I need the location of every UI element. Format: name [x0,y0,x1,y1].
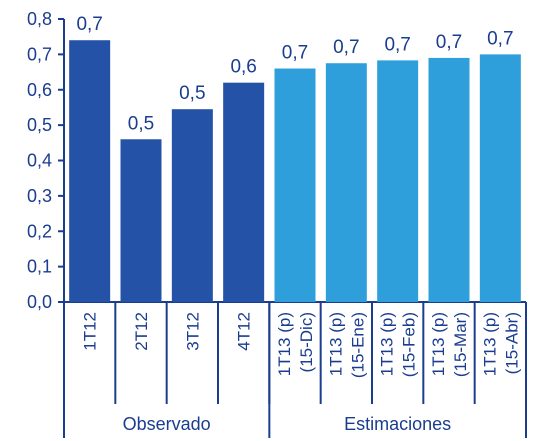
category-label: 3T12 [183,312,202,351]
y-tick-label: 0,8 [27,9,52,29]
bar [274,68,316,303]
y-axis: 0,0 0,1 0,2 0,3 0,4 0,5 0,6 0,7 0,8 [27,9,526,312]
category-label: 1T12 [81,312,100,351]
category-label: (15-Mar) [451,312,470,377]
category-label: 1T13 (p) [429,312,448,376]
y-tick-label: 0,5 [27,115,52,135]
data-label: 0,5 [179,83,205,104]
y-tick-label: 0,3 [27,186,52,206]
group-labels: Observado Estimaciones [63,302,527,438]
y-tick-label: 0,1 [27,257,52,277]
bar [223,82,265,302]
y-tick-label: 0,4 [27,151,52,171]
category-labels: 1T12 2T12 3T12 4T12 1T13 (p) (15-Dic) 1T13 (p)… [81,302,521,404]
bar [171,109,213,302]
category-label: 4T12 [235,312,254,351]
data-label: 0,7 [333,37,359,58]
data-labels: 0,7 0,5 0,5 0,6 0,7 0,7 0,7 0,7 0,7 [76,14,513,134]
category-label: 2T12 [132,312,151,351]
bar [428,57,470,302]
bar [325,63,367,302]
bar [69,40,111,302]
bars [69,40,521,303]
bar [120,139,162,302]
category-label: 1T13 (p) [275,312,294,376]
bar [479,54,521,302]
data-label: 0,7 [436,32,462,53]
data-label: 0,6 [230,57,256,78]
y-tick-label: 0,7 [27,44,52,64]
data-label: 0,7 [76,14,102,35]
category-label: 1T13 (p) [378,312,397,376]
y-tick-label: 0,2 [27,221,52,241]
data-label: 0,7 [384,34,410,55]
category-label: 1T13 (p) [480,312,499,376]
group-label: Observado [123,414,211,434]
y-tick-label: 0,6 [27,80,52,100]
bar [377,60,419,302]
data-label: 0,7 [487,28,513,49]
group-label: Estimaciones [344,414,451,434]
category-label: (15-Ene) [348,312,367,378]
category-label: 1T13 (p) [326,312,345,376]
category-label: (15-Abr) [502,312,521,374]
data-label: 0,7 [282,43,308,64]
y-tick-label: 0,0 [27,292,52,312]
category-label: (15-Dic) [297,312,316,372]
data-label: 0,5 [128,113,154,134]
category-label: (15-Feb) [400,312,419,377]
